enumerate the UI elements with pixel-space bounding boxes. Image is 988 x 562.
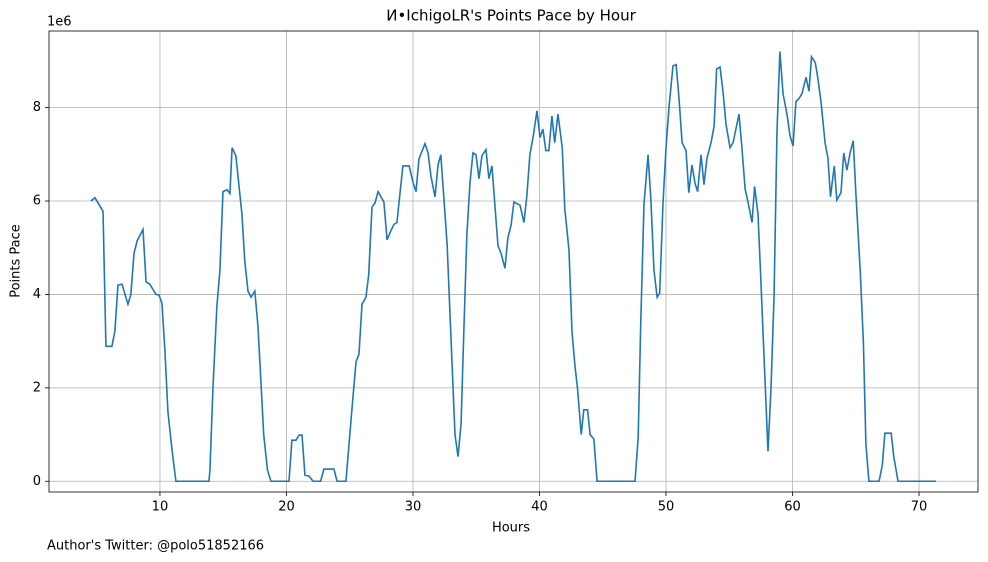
- plot-frame: [48, 30, 979, 493]
- x-tick-label: 30: [405, 500, 422, 515]
- x-tick-label: 70: [911, 500, 928, 515]
- y-tick-label: 8: [33, 100, 41, 115]
- y-tick-label: 0: [33, 474, 41, 489]
- x-axis-label: Hours: [492, 521, 530, 536]
- line: [90, 51, 936, 483]
- y-axis-label: Points Pace: [9, 224, 24, 298]
- x-tick-label: 60: [784, 500, 801, 515]
- x-tick-label: 20: [278, 500, 295, 515]
- x-tick-label: 50: [658, 500, 675, 515]
- y-tick-label: 4: [33, 287, 41, 302]
- x-tick-label: 40: [531, 500, 548, 515]
- y-tick-label: 2: [33, 380, 41, 395]
- y-tick-label: 6: [33, 194, 41, 209]
- x-tick-label: 10: [152, 500, 169, 515]
- chart-title: И•IchigoLR's Points Pace by Hour: [386, 7, 636, 25]
- annotation: Author's Twitter: @polo51852166: [47, 539, 264, 554]
- y-offset-label: 1e6: [47, 15, 72, 30]
